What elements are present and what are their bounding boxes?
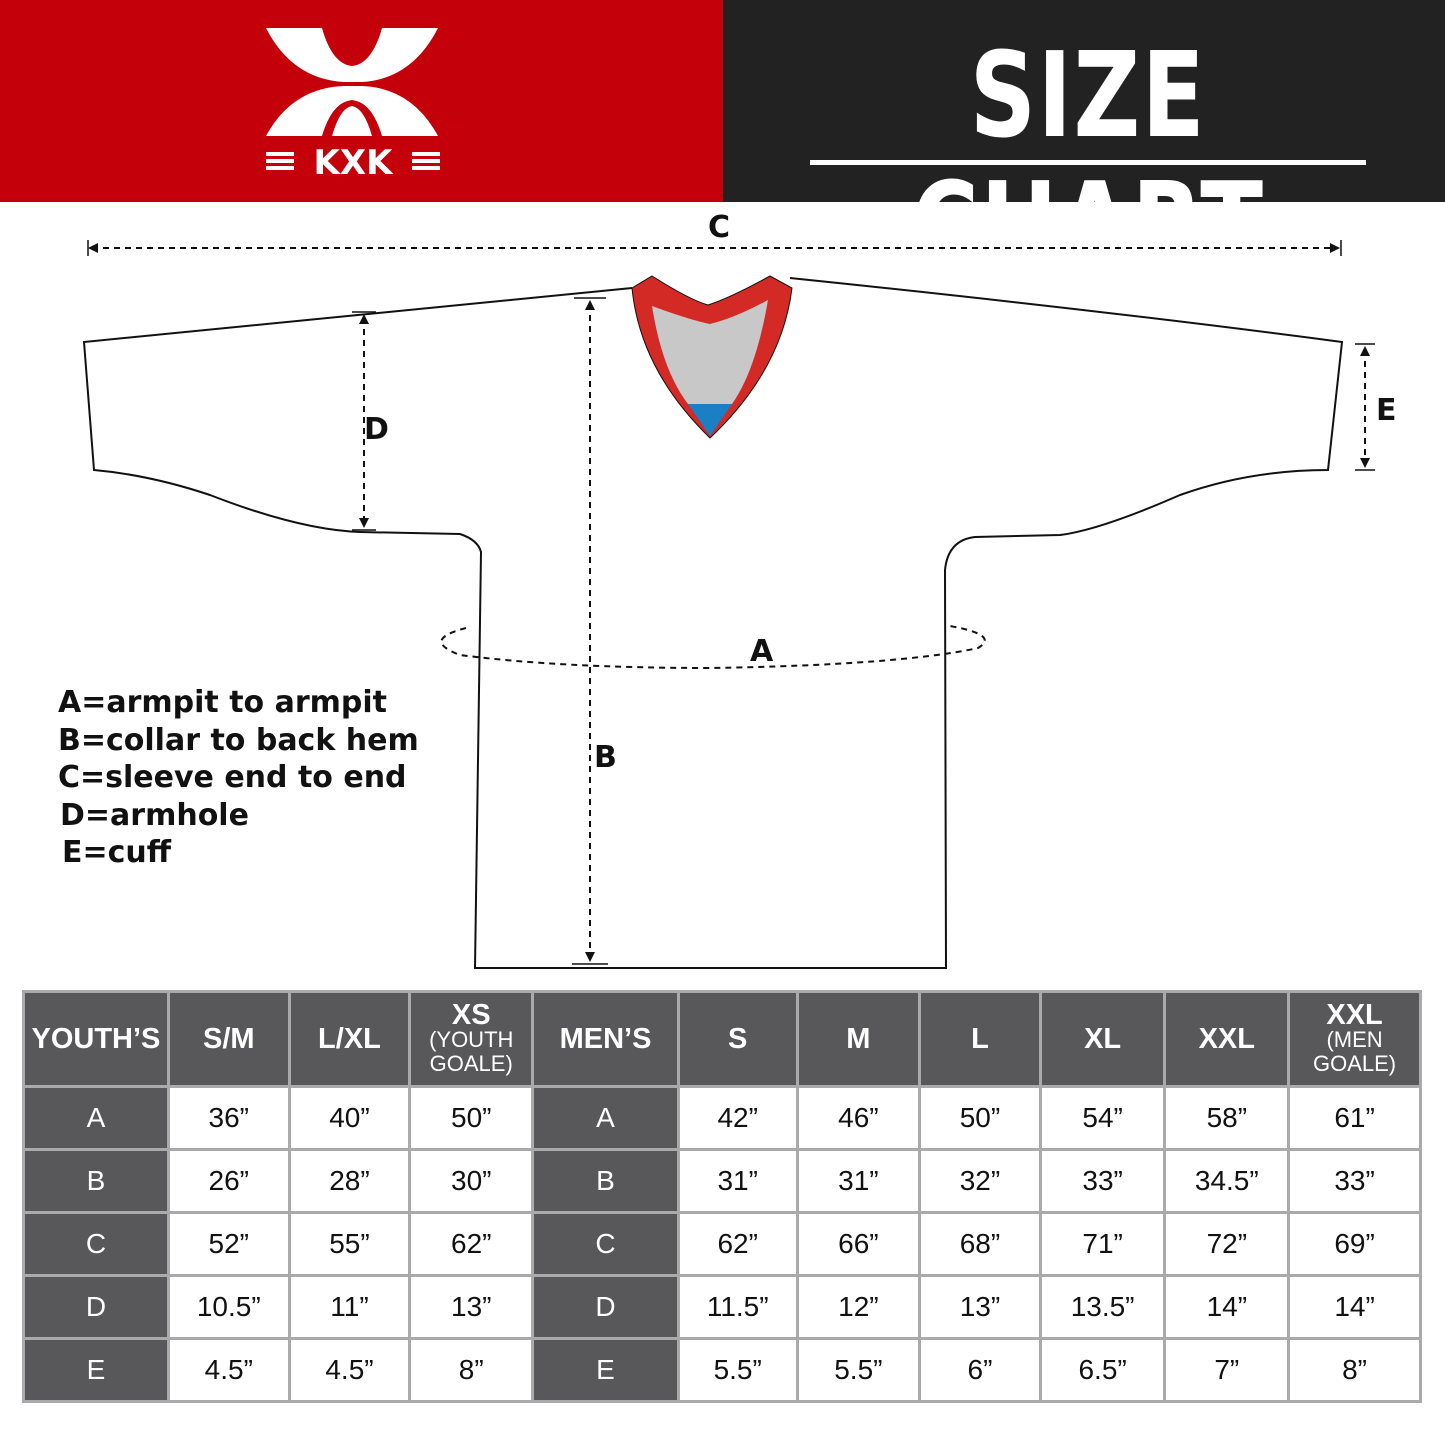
measurement-cell: 42” — [676, 1085, 799, 1151]
measurement-cell: 46” — [795, 1085, 922, 1151]
measurement-cell: 13” — [408, 1274, 535, 1340]
measurement-cell: 8” — [408, 1337, 535, 1403]
measurement-cell: 72” — [1163, 1211, 1291, 1277]
measurement-cell: 28” — [287, 1148, 412, 1214]
measure-a — [440, 625, 986, 670]
jersey-outline — [82, 277, 1344, 969]
legend-item: D=armhole — [60, 797, 249, 833]
men-header: MEN’S — [531, 990, 680, 1088]
page-title: SIZE CHART — [911, 26, 1265, 294]
row-label: E — [22, 1337, 170, 1403]
size-header: S — [676, 990, 799, 1088]
measurement-cell: 6” — [918, 1337, 1042, 1403]
measurement-cell: 36” — [166, 1085, 291, 1151]
legend-item: E=cuff — [62, 835, 172, 870]
size-note: (MEN GOALE) — [1313, 1027, 1397, 1076]
measurement-cell: 4.5” — [166, 1337, 291, 1403]
table-row: A 36” 40” 50” A 42” 46” 50” 54” 58” 61” — [22, 1085, 1422, 1151]
row-label: A — [22, 1085, 170, 1151]
table-row: C 52” 55” 62” C 62” 66” 68” 71” 72” 69” — [22, 1211, 1422, 1277]
measurement-cell: 54” — [1038, 1085, 1167, 1151]
measurement-cell: 34.5” — [1163, 1148, 1291, 1214]
youth-header: YOUTH’S — [22, 990, 170, 1088]
size-label: XS — [451, 999, 491, 1031]
measurement-cell: 11” — [287, 1274, 412, 1340]
table-row: D 10.5” 11” 13” D 11.5” 12” 13” 13.5” 14” 14” — [22, 1274, 1422, 1340]
measurement-cell: 69” — [1287, 1211, 1422, 1277]
measurement-cell: 33” — [1038, 1148, 1167, 1214]
size-note: (YOUTH GOALE) — [429, 1027, 514, 1076]
table-row: B 26” 28” 30” B 31” 31” 32” 33” 34.5” 33” — [22, 1148, 1422, 1214]
legend-item: B=collar to back hem — [58, 722, 419, 758]
measurement-cell: 7” — [1163, 1337, 1291, 1403]
size-header: L/XL — [287, 990, 412, 1088]
label-c: C — [708, 210, 731, 245]
measurement-cell: 58” — [1163, 1085, 1291, 1151]
measurement-cell: 71” — [1038, 1211, 1167, 1277]
measurement-cell: 12” — [795, 1274, 922, 1340]
measurement-cell: 14” — [1287, 1274, 1422, 1340]
measurement-cell: 52” — [166, 1211, 291, 1277]
size-header: XXL — [1163, 990, 1291, 1088]
label-d: D — [364, 412, 389, 447]
header-title-panel — [723, 0, 1445, 202]
measurement-cell: 55” — [287, 1211, 412, 1277]
legend-item: A=armpit to armpit — [58, 685, 387, 720]
row-label: E — [531, 1337, 680, 1403]
measurement-cell: 50” — [408, 1085, 535, 1151]
size-table: YOUTH’S S/M L/XL XS (YOUTH GOALE) MEN’S S M L XL X… — [22, 990, 1422, 1403]
measurement-cell: 31” — [676, 1148, 799, 1214]
measurement-cell: 14” — [1163, 1274, 1291, 1340]
size-header: XS (YOUTH GOALE) — [408, 990, 535, 1088]
measurement-cell: 50” — [918, 1085, 1042, 1151]
collar-inner — [652, 300, 768, 404]
measurement-cell: 13” — [918, 1274, 1042, 1340]
measurement-cell: 33” — [1287, 1148, 1422, 1214]
measurement-cell: 30” — [408, 1148, 535, 1214]
size-header: S/M — [166, 990, 291, 1088]
row-label: B — [531, 1148, 680, 1214]
label-b: B — [594, 740, 617, 775]
jersey-diagram — [82, 240, 1375, 969]
label-a: A — [750, 634, 774, 669]
measurement-cell: 11.5” — [676, 1274, 799, 1340]
measurement-cell: 61” — [1287, 1085, 1422, 1151]
measurement-cell: 66” — [795, 1211, 922, 1277]
measurement-cell: 10.5” — [166, 1274, 291, 1340]
collar-tip — [688, 404, 732, 436]
kxk-logo: KXK — [266, 28, 440, 182]
measurement-cell: 4.5” — [287, 1337, 412, 1403]
measurement-cell: 5.5” — [676, 1337, 799, 1403]
logo-text: KXK — [314, 143, 395, 182]
row-label: C — [531, 1211, 680, 1277]
size-header: XXL (MEN GOALE) — [1287, 990, 1422, 1088]
row-label: D — [531, 1274, 680, 1340]
label-e: E — [1376, 393, 1397, 428]
table-header-row: YOUTH’S S/M L/XL XS (YOUTH GOALE) MEN’S S M L XL X… — [22, 990, 1422, 1088]
measurement-cell: 62” — [676, 1211, 799, 1277]
measurement-cell: 26” — [166, 1148, 291, 1214]
measurement-cell: 32” — [918, 1148, 1042, 1214]
size-header: L — [918, 990, 1042, 1088]
table-row: E 4.5” 4.5” 8” E 5.5” 5.5” 6” 6.5” 7” 8” — [22, 1337, 1422, 1403]
measurement-cell: 8” — [1287, 1337, 1422, 1403]
row-label: C — [22, 1211, 170, 1277]
measurement-cell: 68” — [918, 1211, 1042, 1277]
measurement-cell: 40” — [287, 1085, 412, 1151]
measurement-cell: 5.5” — [795, 1337, 922, 1403]
row-label: B — [22, 1148, 170, 1214]
measurement-cell: 13.5” — [1038, 1274, 1167, 1340]
row-label: D — [22, 1274, 170, 1340]
legend-item: C=sleeve end to end — [58, 760, 407, 795]
measurement-legend: A=armpit to armpit B=collar to back hem … — [58, 684, 419, 872]
title-underline — [810, 160, 1366, 165]
measurement-cell: 6.5” — [1038, 1337, 1167, 1403]
size-header: XL — [1038, 990, 1167, 1088]
measurement-cell: 31” — [795, 1148, 922, 1214]
size-label: XXL — [1326, 999, 1383, 1031]
size-header: M — [795, 990, 922, 1088]
row-label: A — [531, 1085, 680, 1151]
measurement-cell: 62” — [408, 1211, 535, 1277]
